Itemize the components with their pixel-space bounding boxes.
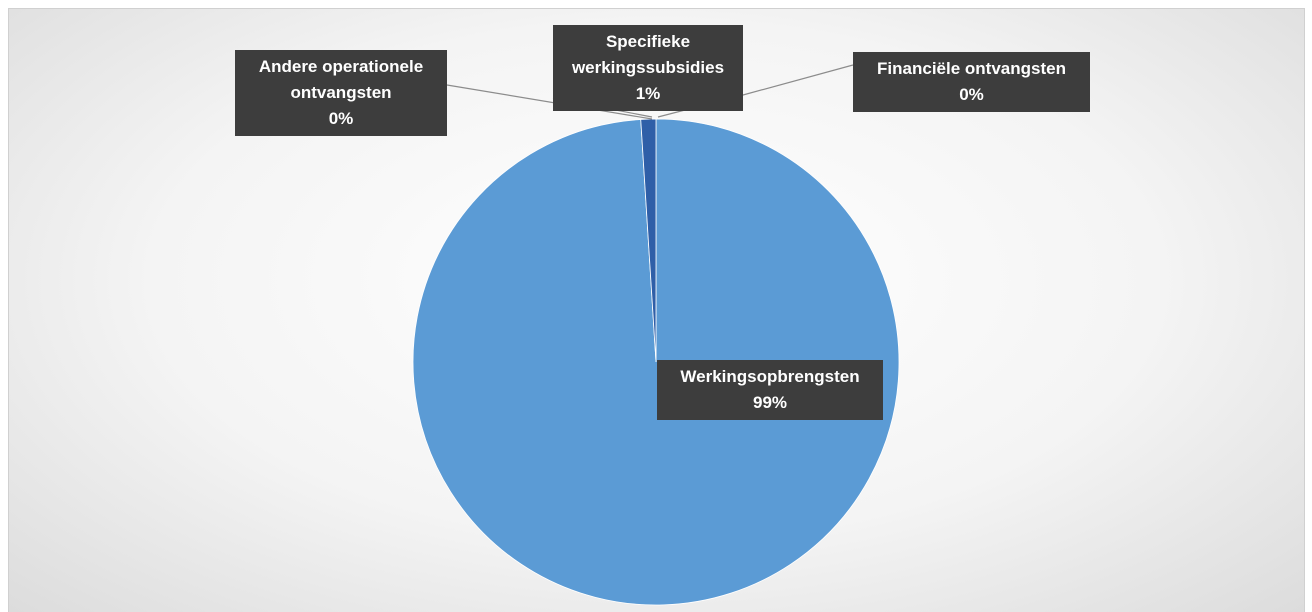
label-value: 99% bbox=[752, 393, 788, 412]
data-label: Specifieke werkingssubsidies 1% bbox=[553, 25, 743, 111]
data-label: Werkingsopbrengsten 99% bbox=[657, 360, 883, 420]
label-category: Financiële ontvangsten bbox=[877, 59, 1066, 78]
leader-line bbox=[446, 84, 653, 120]
slices bbox=[412, 118, 900, 606]
label-value: 0% bbox=[328, 109, 354, 128]
label-category: Specifieke werkingssubsidies bbox=[571, 32, 725, 77]
label-value: 0% bbox=[959, 85, 984, 104]
pie-slice bbox=[640, 118, 657, 363]
data-label: Financiële ontvangsten 0% bbox=[853, 52, 1090, 112]
label-category: Werkingsopbrengsten bbox=[680, 367, 860, 386]
label-value: 1% bbox=[635, 84, 661, 103]
label-category: Andere operationele ontvangsten bbox=[258, 57, 424, 102]
data-label: Andere operationele ontvangsten 0% bbox=[235, 50, 447, 136]
